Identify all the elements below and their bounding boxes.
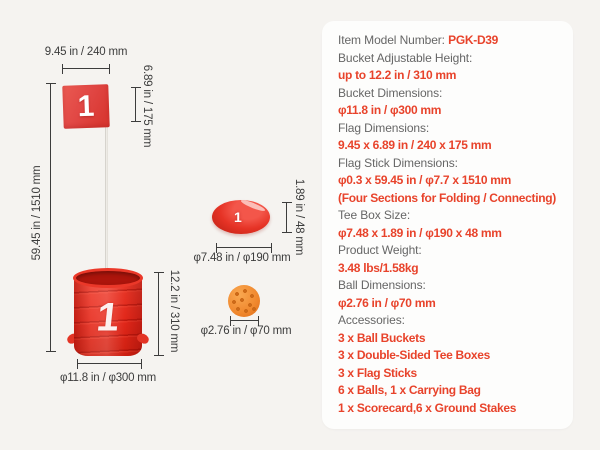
tee-box-graphic: 1 — [212, 198, 270, 234]
spec-line: Item Model Number: PGK-D39 — [338, 32, 557, 50]
spec-value: 3 x Double-Sided Tee Boxes — [338, 348, 491, 362]
bucket-height-dimension-label: 12.2 in / 310 mm — [168, 269, 180, 353]
spec-label: Tee Box Size: — [338, 208, 411, 222]
tee-box-number-label: 1 — [234, 209, 242, 225]
spec-value: PGK-D39 — [448, 33, 499, 47]
spec-value: φ0.3 x 59.45 in / φ7.7 x 1510 mm — [338, 173, 512, 187]
spec-value: 3.48 lbs/1.58kg — [338, 260, 419, 275]
tee-diameter-dimension-label: φ7.48 in / φ190 mm — [193, 252, 291, 264]
spec-value: φ2.76 in / φ70 mm — [338, 295, 436, 310]
tee-diameter-dimension-line — [216, 243, 272, 253]
spec-list: Item Model Number: PGK-D39 Bucket Adjusta… — [338, 32, 557, 417]
flag-graphic: 1 — [62, 84, 110, 129]
ball-bucket-graphic: 1 — [73, 268, 143, 356]
flag-height-dimension-label: 6.89 in / 175 mm — [141, 64, 153, 148]
spec-card: Item Model Number: PGK-D39 Bucket Adjusta… — [322, 21, 573, 429]
spec-label: Flag Stick Dimensions: — [338, 155, 458, 170]
spec-value: up to 12.2 in / 310 mm — [338, 68, 457, 82]
bucket-rim — [73, 268, 143, 288]
spec-value: 3 x Ball Buckets — [338, 330, 426, 345]
tee-height-dimension-line — [282, 202, 292, 233]
spec-value: 1 x Scorecard,6 x Ground Stakes — [338, 400, 517, 415]
flag-width-dimension-line — [62, 64, 110, 74]
spec-value: 9.45 x 6.89 in / 240 x 175 mm — [338, 138, 492, 152]
flag-stick-graphic — [105, 127, 108, 293]
spec-value: φ11.8 in / φ300 mm — [338, 103, 442, 117]
spec-value: (Four Sections for Folding / Connecting) — [338, 190, 556, 205]
spec-label: Bucket Dimensions: — [338, 85, 443, 100]
spec-label: Flag Dimensions: — [338, 120, 430, 135]
stick-height-dimension-line — [46, 83, 56, 352]
ball-diameter-dimension-line — [230, 316, 259, 326]
bucket-diameter-dimension-label: φ11.8 in / φ300 mm — [59, 372, 157, 384]
spec-value: 3 x Flag Sticks — [338, 365, 417, 380]
bucket-diameter-dimension-line — [77, 359, 142, 369]
spec-label: Ball Dimensions: — [338, 278, 426, 292]
flag-height-dimension-line — [131, 87, 141, 122]
spec-value: φ7.48 x 1.89 in / φ190 x 48 mm — [338, 225, 502, 240]
bucket-number-label: 1 — [94, 295, 122, 340]
flag-number-label: 1 — [77, 89, 95, 123]
bucket-body — [74, 277, 142, 356]
ball-diameter-dimension-label: φ2.76 in / φ70 mm — [200, 325, 292, 337]
spec-label: Product Weight: — [338, 243, 422, 257]
spec-label: Bucket Adjustable Height: — [338, 50, 473, 65]
pickleball-graphic — [228, 285, 260, 317]
spec-value: 6 x Balls, 1 x Carrying Bag — [338, 383, 481, 397]
flag-width-dimension-label: 9.45 in / 240 mm — [44, 46, 128, 58]
stick-height-dimension-label: 59.45 in / 1510 mm — [31, 165, 43, 261]
spec-label: Accessories: — [338, 313, 405, 327]
tee-height-dimension-label: 1.89 in / 48 mm — [293, 178, 305, 256]
spec-label: Item Model Number: — [338, 33, 449, 47]
bucket-height-dimension-line — [154, 272, 164, 356]
